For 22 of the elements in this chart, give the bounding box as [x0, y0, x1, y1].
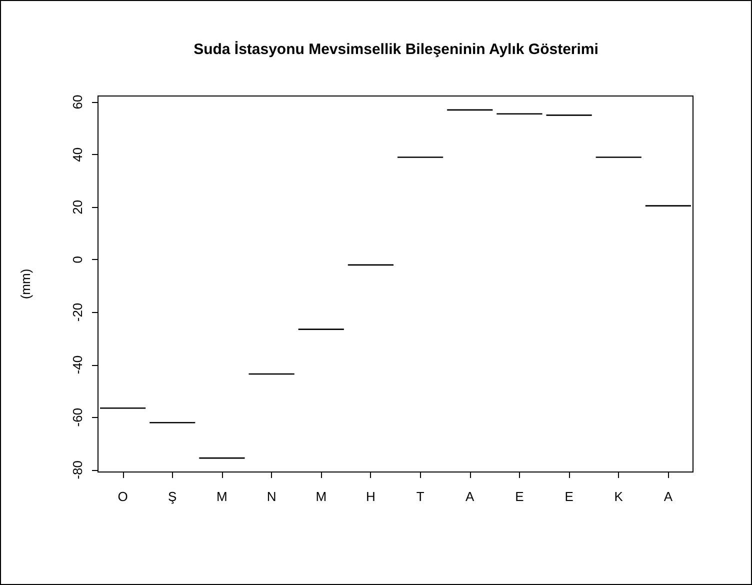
- y-tick-label: 60: [70, 94, 85, 110]
- y-tick-label: -60: [70, 408, 85, 427]
- x-tick-label: H: [366, 489, 376, 504]
- x-tick-label: E: [564, 489, 574, 504]
- y-tick-label: 20: [70, 200, 85, 214]
- x-tick-label: A: [664, 489, 673, 504]
- y-tick-label: -40: [70, 355, 85, 374]
- y-tick-label: 40: [70, 147, 85, 162]
- x-tick-label: T: [416, 489, 424, 504]
- x-tick-label: A: [466, 489, 475, 504]
- x-tick-label: M: [316, 489, 327, 504]
- x-tick-label: E: [515, 489, 524, 504]
- x-tick-label: O: [118, 489, 128, 504]
- chart-title: Suda İstasyonu Mevsimsellik Bileşeninin Aylık Gösterimi: [194, 41, 598, 58]
- y-tick-label: -80: [70, 460, 85, 480]
- x-tick-label: M: [216, 489, 228, 504]
- y-axis-title: (mm): [18, 268, 33, 300]
- x-tick-label: K: [614, 489, 624, 504]
- x-tick-label: N: [266, 489, 276, 504]
- y-tick-label: -20: [70, 302, 85, 322]
- x-tick-label: Ş: [168, 489, 178, 504]
- y-tick-label: 0: [70, 256, 85, 264]
